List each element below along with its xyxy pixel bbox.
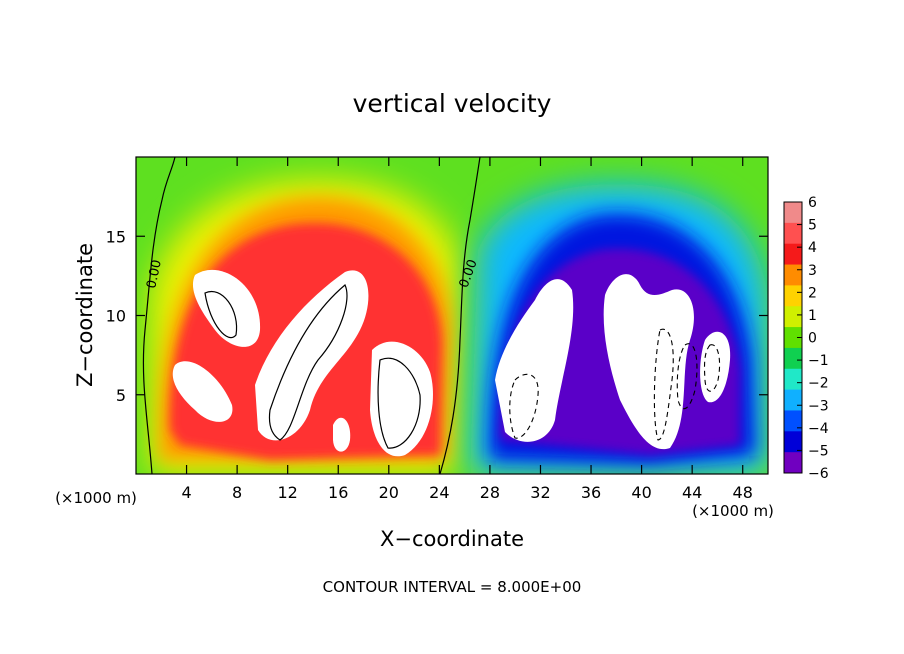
negative-contour <box>703 344 721 392</box>
chart-title: vertical velocity <box>353 89 552 118</box>
colorbar: 6 5 4 3 2 1 0 −1 −2 −3 −4 −5 −6 <box>783 195 829 482</box>
x-tick-label: 20 <box>379 483 399 502</box>
colorbar-swatch <box>784 389 802 411</box>
colorbar-tick-label: 4 <box>808 240 817 256</box>
x-tick-label: 40 <box>631 483 651 502</box>
colorbar-swatch <box>784 222 802 245</box>
x-tick-label: 12 <box>278 483 298 502</box>
x-tick-label: 36 <box>581 483 601 502</box>
contour-interval-note: CONTOUR INTERVAL = 8.000E+00 <box>323 578 582 596</box>
colorbar-tick-label: 5 <box>808 218 817 234</box>
colorbar-swatch <box>784 431 802 453</box>
y-axis-label: Z−coordinate <box>73 243 97 387</box>
colorbar-swatch <box>784 285 802 307</box>
negative-contour <box>676 343 698 410</box>
colorbar-swatch <box>784 368 802 391</box>
colorbar-swatch <box>784 202 802 224</box>
y-axis-ticks: 5 10 15 <box>106 227 768 405</box>
zero-contour <box>142 157 176 474</box>
negative-contour <box>653 328 674 441</box>
y-tick-label: 5 <box>116 386 126 405</box>
x-axis-ticks: 4 8 12 16 20 24 28 32 36 40 44 48 <box>181 157 753 502</box>
positive-contour <box>204 290 238 339</box>
x-tick-label: 48 <box>733 483 753 502</box>
colorbar-tick-label: 1 <box>808 308 817 324</box>
colorbar-tick-label: 6 <box>808 195 817 211</box>
x-axis-label: X−coordinate <box>380 527 524 551</box>
updraft-cell <box>192 269 261 347</box>
positive-contour <box>377 357 421 449</box>
updraft-cell <box>172 361 233 422</box>
colorbar-swatch <box>784 306 802 328</box>
colorbar-tick-label: −2 <box>808 376 829 392</box>
colorbar-swatch <box>784 347 802 370</box>
colorbar-tick-label: 0 <box>808 331 817 347</box>
x-tick-label: 32 <box>530 483 550 502</box>
dashed-contours <box>509 328 721 441</box>
downdraft-cell <box>495 279 574 442</box>
colorbar-swatch <box>784 264 802 286</box>
colorbar-tick-label: −3 <box>808 398 829 414</box>
downdraft-cell <box>700 331 731 403</box>
updraft-cell <box>333 417 351 452</box>
x-tick-label: 16 <box>328 483 348 502</box>
contour-lines <box>142 157 481 474</box>
negative-contour <box>509 373 539 439</box>
colorbar-tick-label: −4 <box>808 421 829 437</box>
colorbar-tick-label: 2 <box>808 285 817 301</box>
x-tick-label: 44 <box>682 483 702 502</box>
zero-contour <box>439 157 481 474</box>
colorbar-tick-label: −1 <box>808 353 829 369</box>
colorbar-swatch <box>784 452 802 474</box>
x-tick-label: 8 <box>232 483 242 502</box>
y-tick-label: 10 <box>106 307 126 326</box>
updraft-cell <box>370 341 433 457</box>
x-unit-right: (×1000 m) <box>692 502 774 520</box>
colorbar-swatch <box>784 243 802 266</box>
colorbar-tick-label: 3 <box>808 263 817 279</box>
colorbar-tick-label: −6 <box>808 466 829 482</box>
x-tick-label: 28 <box>480 483 500 502</box>
contour-label: 0.00 <box>144 259 165 290</box>
colorbar-swatch <box>784 327 802 349</box>
extreme-cells <box>172 269 731 457</box>
y-tick-label: 15 <box>106 227 126 246</box>
downdraft-cell <box>603 274 694 450</box>
velocity-field: 0.00 0.00 <box>136 157 768 474</box>
colorbar-swatch <box>784 410 802 432</box>
x-tick-label: 24 <box>429 483 449 502</box>
x-tick-label: 4 <box>181 483 191 502</box>
updraft-cell <box>255 270 369 441</box>
x-unit-left: (×1000 m) <box>55 489 137 507</box>
positive-contour <box>268 284 348 441</box>
colorbar-tick-label: −5 <box>808 443 829 459</box>
